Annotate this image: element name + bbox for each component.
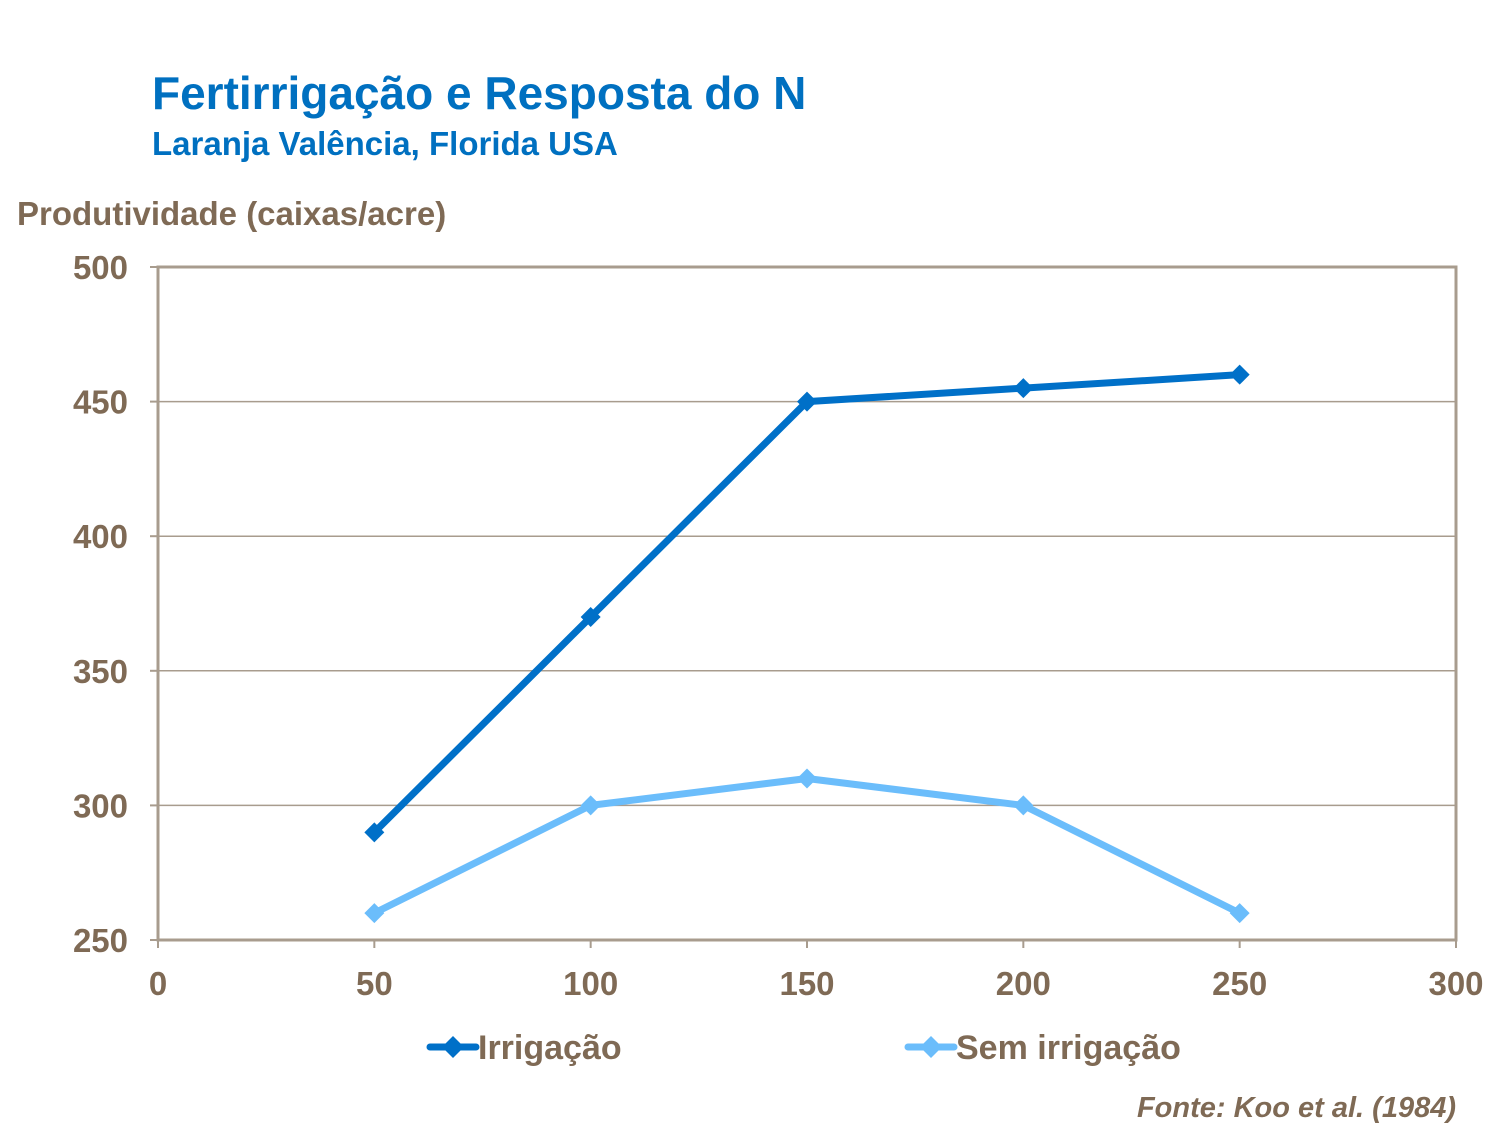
series-line-1 — [371, 371, 1240, 835]
plot-frame — [156, 265, 1458, 942]
chart-title: Fertirrigação e Resposta do N — [152, 67, 807, 119]
legend-label: Sem irrigação — [956, 1029, 1181, 1067]
data-point — [797, 391, 817, 412]
x-tick-label: 200 — [996, 965, 1051, 1002]
legend-marker — [442, 1036, 464, 1058]
x-tick-label: 50 — [356, 965, 393, 1002]
source-note: Fonte: Koo et al. (1984) — [1136, 1092, 1456, 1124]
data-point — [797, 768, 817, 789]
data-point — [364, 903, 385, 924]
data-point — [1013, 795, 1034, 816]
legend-label: Irrigação — [478, 1029, 622, 1067]
data-point — [1229, 364, 1250, 385]
data-point — [364, 822, 385, 843]
y-axis-label: Produtividade (caixas/acre) — [17, 195, 447, 232]
data-point — [580, 795, 601, 816]
x-tick-label: 300 — [1428, 965, 1483, 1002]
data-point — [1013, 378, 1034, 399]
y-tick-label: 450 — [73, 384, 128, 421]
y-tick-label: 250 — [73, 922, 128, 959]
y-tick-label: 350 — [73, 653, 128, 690]
series-line-2 — [372, 774, 1242, 917]
x-tick-label: 250 — [1212, 965, 1267, 1002]
legend-marker — [920, 1036, 942, 1058]
x-tick-label: 0 — [149, 965, 167, 1002]
chart-subtitle: Laranja Valência, Florida USA — [152, 125, 618, 162]
y-tick-label: 300 — [73, 787, 128, 824]
x-tick-label: 100 — [563, 965, 618, 1002]
data-point — [580, 606, 601, 627]
y-tick-label: 400 — [73, 518, 128, 555]
data-point — [1229, 903, 1250, 924]
x-tick-label: 150 — [779, 965, 834, 1002]
y-tick-label: 500 — [73, 249, 128, 286]
